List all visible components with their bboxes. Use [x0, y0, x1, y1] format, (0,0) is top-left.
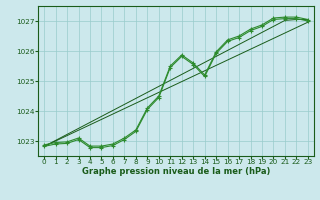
X-axis label: Graphe pression niveau de la mer (hPa): Graphe pression niveau de la mer (hPa): [82, 167, 270, 176]
